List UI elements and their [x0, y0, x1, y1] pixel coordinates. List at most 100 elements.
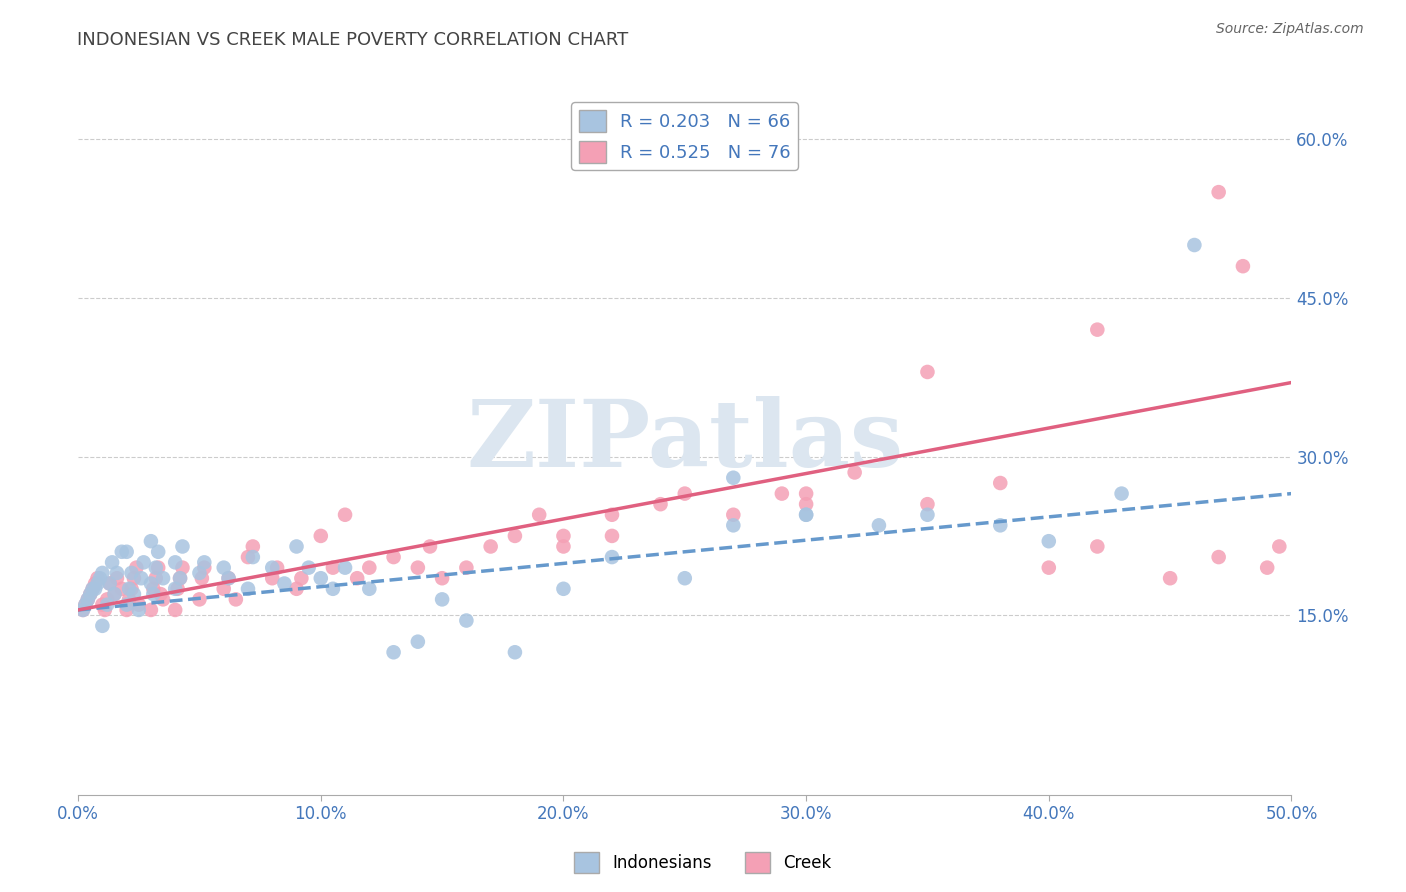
- Point: [723, 508, 745, 522]
- Point: [75, 598, 97, 612]
- Legend: Indonesians, Creek: Indonesians, Creek: [568, 846, 838, 880]
- Point: [82, 582, 104, 596]
- Point: [236, 550, 259, 565]
- Point: [917, 508, 939, 522]
- Point: [76, 592, 98, 607]
- Point: [111, 545, 134, 559]
- Point: [132, 555, 155, 569]
- Point: [600, 508, 623, 522]
- Point: [165, 555, 187, 569]
- Point: [172, 560, 194, 574]
- Point: [430, 592, 453, 607]
- Point: [218, 571, 240, 585]
- Text: ZIPatlas: ZIPatlas: [467, 396, 903, 486]
- Point: [172, 540, 194, 554]
- Point: [285, 582, 308, 596]
- Point: [406, 560, 429, 574]
- Point: [242, 540, 264, 554]
- Point: [723, 471, 745, 485]
- Point: [262, 560, 284, 574]
- Point: [79, 587, 101, 601]
- Point: [111, 582, 134, 596]
- Point: [1111, 486, 1133, 500]
- Point: [1159, 571, 1181, 585]
- Point: [212, 560, 235, 574]
- Point: [86, 576, 108, 591]
- Point: [103, 587, 125, 601]
- Point: [128, 598, 150, 612]
- Point: [165, 582, 187, 596]
- Point: [553, 529, 575, 543]
- Point: [794, 508, 817, 522]
- Point: [333, 508, 356, 522]
- Point: [1085, 540, 1108, 554]
- Point: [96, 598, 118, 612]
- Point: [152, 592, 174, 607]
- Point: [406, 634, 429, 648]
- Point: [333, 560, 356, 574]
- Point: [128, 603, 150, 617]
- Point: [91, 619, 114, 633]
- Point: [359, 582, 381, 596]
- Point: [139, 576, 162, 591]
- Point: [142, 582, 165, 596]
- Point: [152, 571, 174, 585]
- Point: [346, 571, 368, 585]
- Point: [121, 582, 143, 596]
- Point: [188, 566, 211, 580]
- Point: [503, 529, 526, 543]
- Point: [96, 592, 118, 607]
- Point: [129, 571, 152, 585]
- Point: [456, 614, 478, 628]
- Point: [75, 598, 97, 612]
- Point: [191, 571, 214, 585]
- Point: [125, 560, 148, 574]
- Point: [139, 603, 162, 617]
- Point: [98, 576, 121, 591]
- Point: [868, 518, 890, 533]
- Point: [142, 587, 165, 601]
- Point: [917, 365, 939, 379]
- Point: [723, 518, 745, 533]
- Point: [122, 587, 145, 601]
- Point: [193, 560, 215, 574]
- Text: INDONESIAN VS CREEK MALE POVERTY CORRELATION CHART: INDONESIAN VS CREEK MALE POVERTY CORRELA…: [77, 31, 628, 49]
- Point: [242, 550, 264, 565]
- Point: [1256, 560, 1278, 574]
- Point: [193, 555, 215, 569]
- Point: [115, 545, 138, 559]
- Point: [382, 645, 405, 659]
- Point: [456, 560, 478, 574]
- Point: [794, 497, 817, 511]
- Point: [79, 587, 101, 601]
- Point: [76, 592, 98, 607]
- Point: [382, 550, 405, 565]
- Point: [105, 566, 128, 580]
- Point: [218, 571, 240, 585]
- Point: [103, 587, 125, 601]
- Point: [86, 571, 108, 585]
- Point: [118, 582, 141, 596]
- Point: [115, 598, 138, 612]
- Point: [101, 555, 124, 569]
- Point: [322, 582, 344, 596]
- Point: [115, 603, 138, 617]
- Point: [503, 645, 526, 659]
- Point: [430, 571, 453, 585]
- Point: [1208, 550, 1230, 565]
- Point: [298, 560, 321, 574]
- Point: [122, 571, 145, 585]
- Point: [82, 582, 104, 596]
- Point: [1232, 259, 1254, 273]
- Point: [149, 587, 172, 601]
- Point: [169, 571, 191, 585]
- Point: [1182, 238, 1205, 252]
- Point: [236, 582, 259, 596]
- Point: [273, 576, 295, 591]
- Point: [1038, 560, 1060, 574]
- Point: [169, 571, 191, 585]
- Point: [91, 598, 114, 612]
- Point: [262, 571, 284, 585]
- Point: [84, 582, 107, 596]
- Point: [673, 571, 696, 585]
